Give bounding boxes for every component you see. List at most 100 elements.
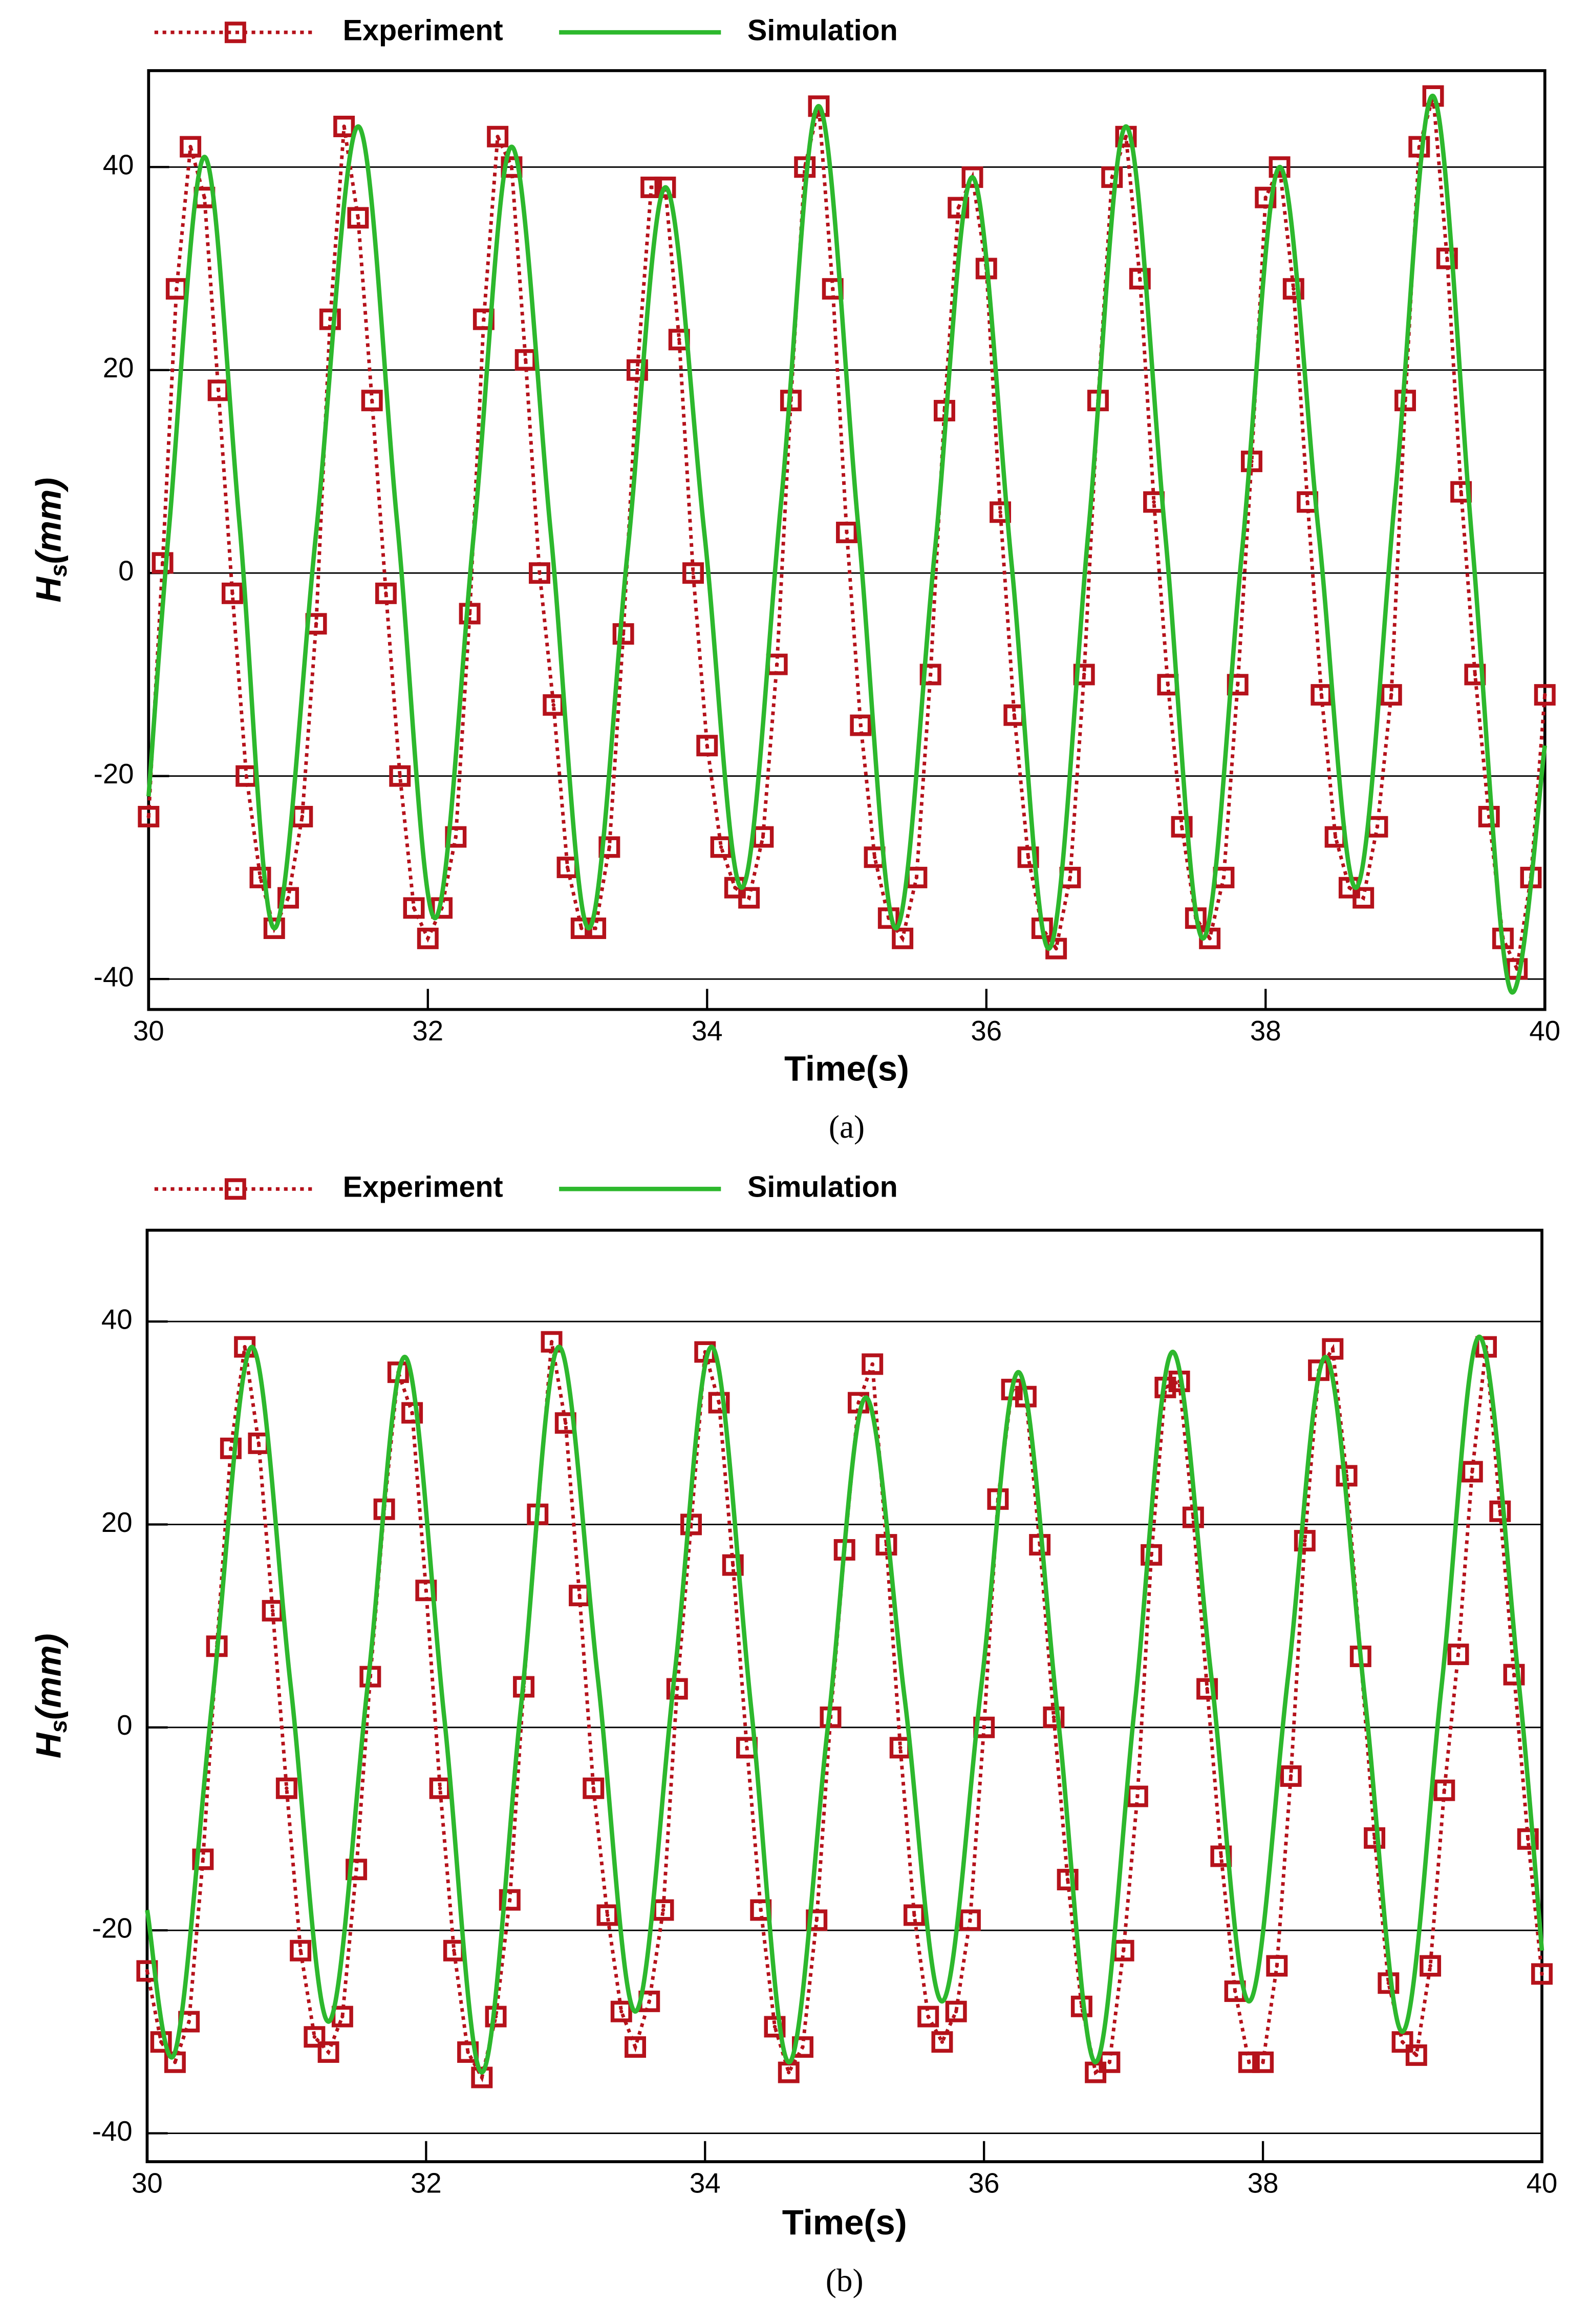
data-point — [596, 1904, 618, 1926]
marker — [961, 166, 983, 188]
marker-dot — [998, 510, 1002, 515]
marker — [346, 1859, 368, 1881]
x-tick-label: 32 — [412, 1015, 443, 1047]
marker-dot — [745, 1745, 749, 1750]
legend-label: Experiment — [343, 1170, 503, 1203]
marker-dot — [229, 1446, 233, 1451]
data-point — [778, 2061, 800, 2083]
marker — [1503, 1664, 1525, 1686]
caption: (a) — [829, 1109, 865, 1145]
data-point — [346, 1859, 368, 1881]
marker — [1433, 1779, 1455, 1801]
marker — [1280, 1765, 1302, 1787]
marker-dot — [1361, 896, 1365, 900]
marker — [417, 927, 439, 949]
marker-dot — [1543, 693, 1547, 697]
data-point — [610, 2000, 632, 2022]
data-point — [290, 1939, 312, 1961]
data-point — [487, 125, 509, 147]
marker-dot — [691, 571, 695, 575]
data-point — [738, 887, 760, 909]
marker-dot — [870, 1362, 874, 1367]
marker — [959, 1909, 981, 1931]
marker — [1534, 684, 1556, 706]
marker-dot — [831, 287, 835, 291]
marker-dot — [1138, 276, 1142, 281]
marker-dot — [256, 1441, 261, 1445]
plot-frame — [145, 1228, 1543, 2163]
data-point — [708, 1392, 730, 1414]
marker-dot — [187, 2019, 191, 2024]
data-point — [304, 2026, 326, 2048]
marker-dot — [1263, 196, 1268, 200]
data-point — [850, 714, 872, 736]
data-point — [249, 866, 271, 888]
marker — [626, 359, 648, 381]
data-point — [862, 1353, 884, 1375]
simulation-line — [146, 94, 1548, 995]
marker — [836, 521, 858, 543]
marker-dot — [1414, 2053, 1419, 2057]
marker-dot — [1540, 1972, 1544, 1976]
marker-dot — [926, 2014, 930, 2019]
marker — [1269, 156, 1291, 178]
marker-dot — [243, 1345, 247, 1349]
marker — [487, 125, 509, 147]
marker-dot — [731, 1563, 735, 1567]
marker-dot — [786, 2070, 791, 2075]
marker-dot — [1219, 1854, 1223, 1859]
marker-dot — [1261, 2060, 1265, 2064]
data-point — [1043, 1706, 1065, 1728]
marker — [696, 735, 718, 757]
marker-dot — [508, 1897, 512, 1902]
marker — [263, 918, 285, 939]
data-point — [959, 1909, 981, 1931]
marker — [1422, 85, 1444, 107]
marker — [249, 866, 271, 888]
marker-dot — [1319, 693, 1324, 697]
marker — [1141, 1544, 1163, 1566]
marker — [541, 1331, 563, 1353]
y-tick-label: -40 — [92, 2116, 133, 2147]
y-label-sub: s — [45, 564, 72, 577]
marker-dot — [384, 591, 388, 595]
data-point — [1503, 1664, 1525, 1686]
marker-dot — [647, 1999, 652, 2003]
marker-dot — [1445, 256, 1449, 261]
marker-dot — [858, 723, 863, 728]
marker — [1489, 1500, 1511, 1522]
data-point — [221, 582, 243, 604]
marker — [764, 2016, 786, 2038]
marker-dot — [1205, 1687, 1209, 1691]
marker — [275, 1777, 297, 1799]
marker-dot — [342, 124, 346, 129]
marker-dot — [954, 2009, 958, 2014]
x-tick-label: 34 — [690, 2167, 721, 2199]
marker — [150, 2031, 172, 2053]
marker-dot — [649, 185, 653, 189]
x-tick-label: 30 — [133, 1015, 164, 1047]
marker — [903, 1904, 925, 1926]
marker-dot — [286, 896, 290, 900]
marker — [931, 2031, 953, 2053]
y-label-main: H — [29, 1732, 69, 1758]
y-tick-label: 0 — [117, 1710, 132, 1741]
data-point — [1171, 816, 1193, 838]
marker — [1171, 816, 1193, 838]
data-point — [541, 1331, 563, 1353]
marker — [666, 1678, 688, 1700]
data-point — [275, 1777, 297, 1799]
data-point — [948, 197, 970, 219]
data-point — [389, 765, 411, 787]
marker-dot — [1389, 693, 1393, 697]
y-tick-label: 40 — [103, 150, 134, 181]
experiment-line — [145, 1341, 1544, 2083]
marker-dot — [1093, 2070, 1098, 2075]
marker-dot — [549, 1339, 554, 1344]
marker-dot — [900, 936, 905, 941]
marker — [304, 2026, 326, 2048]
marker — [1101, 166, 1123, 188]
marker-dot — [538, 571, 542, 575]
data-point — [903, 1904, 925, 1926]
marker-dot — [675, 1687, 679, 1691]
